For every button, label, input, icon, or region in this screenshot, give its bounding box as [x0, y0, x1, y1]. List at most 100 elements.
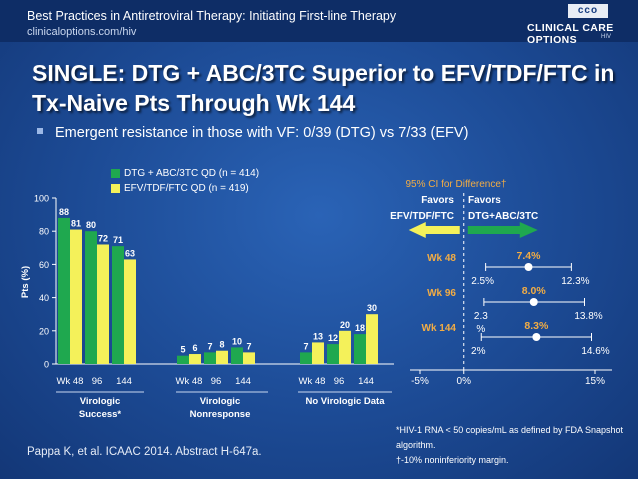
y-tick-label: 100 [34, 194, 49, 204]
group-label: No Virologic Data [305, 396, 385, 407]
logo-sub: HIV [601, 34, 612, 40]
bar-value-label: 7 [303, 341, 308, 351]
bar-dtg [354, 334, 366, 364]
bar-value-label: 7 [207, 341, 212, 351]
bar-efv [189, 354, 201, 364]
x-tick-label: 96 [92, 376, 103, 387]
logo-name: CLINICAL CARE OPTIONS [527, 22, 614, 46]
point-estimate-marker [524, 263, 533, 271]
bar-value-label: 5 [180, 345, 185, 355]
bar-efv [312, 342, 324, 364]
point-estimate-marker [529, 298, 538, 306]
bullet-square-icon [37, 128, 43, 135]
bar-value-label: 12 [328, 333, 338, 343]
forest-row-label: Wk 48 [427, 253, 456, 264]
logo-mark: cco [568, 4, 608, 18]
bar-efv [70, 229, 82, 364]
bar-dtg [112, 246, 124, 364]
legend-label-efv: EFV/TDF/FTC QD (n = 419) [124, 183, 249, 194]
footnote-1: *HIV-1 RNA < 50 copies/mL as defined by … [396, 425, 624, 450]
x-tick-label: 96 [334, 376, 345, 387]
forest-x-tick-label: 0% [457, 376, 472, 387]
group-label: Nonresponse [190, 409, 251, 420]
bar-value-label: 81 [71, 219, 81, 229]
bar-dtg [177, 355, 189, 364]
bullet-text: Emergent resistance in those with VF: 0/… [55, 125, 469, 141]
forest-x-tick-label: -5% [411, 376, 429, 387]
bar-value-label: 88 [59, 207, 69, 217]
y-tick-label: 80 [39, 227, 49, 237]
bar-dtg [85, 231, 97, 364]
site-url[interactable]: clinicaloptions.com/hiv [27, 26, 137, 38]
footnotes: *HIV-1 RNA < 50 copies/mL as defined by … [396, 423, 638, 468]
y-tick-label: 20 [39, 326, 49, 336]
header-bar [0, 0, 638, 42]
estimate-label: 8.0% [522, 285, 547, 297]
favors-dtg-arrow-icon [467, 222, 538, 238]
bar-value-label: 30 [367, 303, 377, 313]
point-estimate-marker [532, 333, 541, 341]
favors-right-line2: DTG+ABC/3TC [468, 211, 538, 222]
citation: Pappa K, et al. ICAAC 2014. Abstract H-6… [27, 446, 262, 458]
bar-efv [124, 259, 136, 364]
bullet-item: Emergent resistance in those with VF: 0/… [37, 125, 468, 141]
group-label: Virologic [200, 396, 240, 407]
favors-left-line2: EFV/TDF/FTC [390, 211, 454, 222]
ci-lower-label: 2.3 [474, 311, 488, 322]
bar-efv [97, 244, 109, 364]
estimate-label: 7.4% [517, 250, 542, 262]
bar-dtg [327, 344, 339, 364]
ci-lower-label: % [476, 324, 485, 335]
bar-value-label: 20 [340, 320, 350, 330]
group-label: Success* [79, 409, 122, 420]
forest-x-tick-label: 15% [585, 376, 605, 387]
favors-efv-arrow-icon [408, 222, 460, 238]
forest-title: 95% CI for Difference† [406, 179, 507, 190]
bar-value-label: 6 [192, 343, 197, 353]
estimate-label: 8.3% [524, 320, 549, 332]
bar-value-label: 7 [246, 341, 251, 351]
bar-efv [216, 350, 228, 364]
bar-value-label: 71 [113, 235, 123, 245]
ci-lower-label: 2.5% [471, 276, 494, 287]
favors-left-line1: Favors [421, 195, 454, 206]
ci-upper-label: 14.6% [581, 346, 609, 357]
legend-label-dtg: DTG + ABC/3TC QD (n = 414) [124, 168, 259, 179]
bar-dtg [58, 217, 70, 364]
bar-value-label: 80 [86, 220, 96, 230]
bar-efv [366, 314, 378, 364]
slide-title: SINGLE: DTG + ABC/3TC Superior to EFV/TD… [32, 60, 615, 116]
bar-value-label: 10 [232, 336, 242, 346]
x-tick-label: 96 [211, 376, 222, 387]
x-tick-label: Wk 48 [57, 376, 84, 387]
y-tick-label: 60 [39, 260, 49, 270]
ci-lower-label: 2% [471, 346, 486, 357]
bar-value-label: 13 [313, 331, 323, 341]
x-tick-label: 144 [358, 376, 374, 387]
footnote-2: †-10% noninferiority margin. [396, 455, 509, 465]
bar-value-label: 63 [125, 248, 135, 258]
y-axis-label: Pts (%) [20, 266, 31, 298]
y-tick-label: 0 [44, 360, 49, 370]
x-tick-label: 144 [116, 376, 132, 387]
bar-efv [243, 352, 255, 364]
favors-right-line1: Favors [468, 195, 501, 206]
forest-row-label: Wk 96 [427, 288, 456, 299]
bar-efv [339, 330, 351, 364]
ci-upper-label: 13.8% [574, 311, 602, 322]
bar-dtg [204, 352, 216, 364]
legend-swatch-efv [111, 184, 120, 193]
bar-value-label: 8 [219, 340, 224, 350]
legend-swatch-dtg [111, 169, 120, 178]
x-tick-label: Wk 48 [299, 376, 326, 387]
forest-row-label: Wk 144 [422, 323, 457, 334]
group-label: Virologic [80, 396, 120, 407]
bar-value-label: 72 [98, 233, 108, 243]
x-tick-label: Wk 48 [176, 376, 203, 387]
ci-upper-label: 12.3% [561, 276, 589, 287]
series-title: Best Practices in Antiretroviral Therapy… [27, 9, 397, 23]
bar-dtg [231, 347, 243, 364]
bar-dtg [300, 352, 312, 364]
